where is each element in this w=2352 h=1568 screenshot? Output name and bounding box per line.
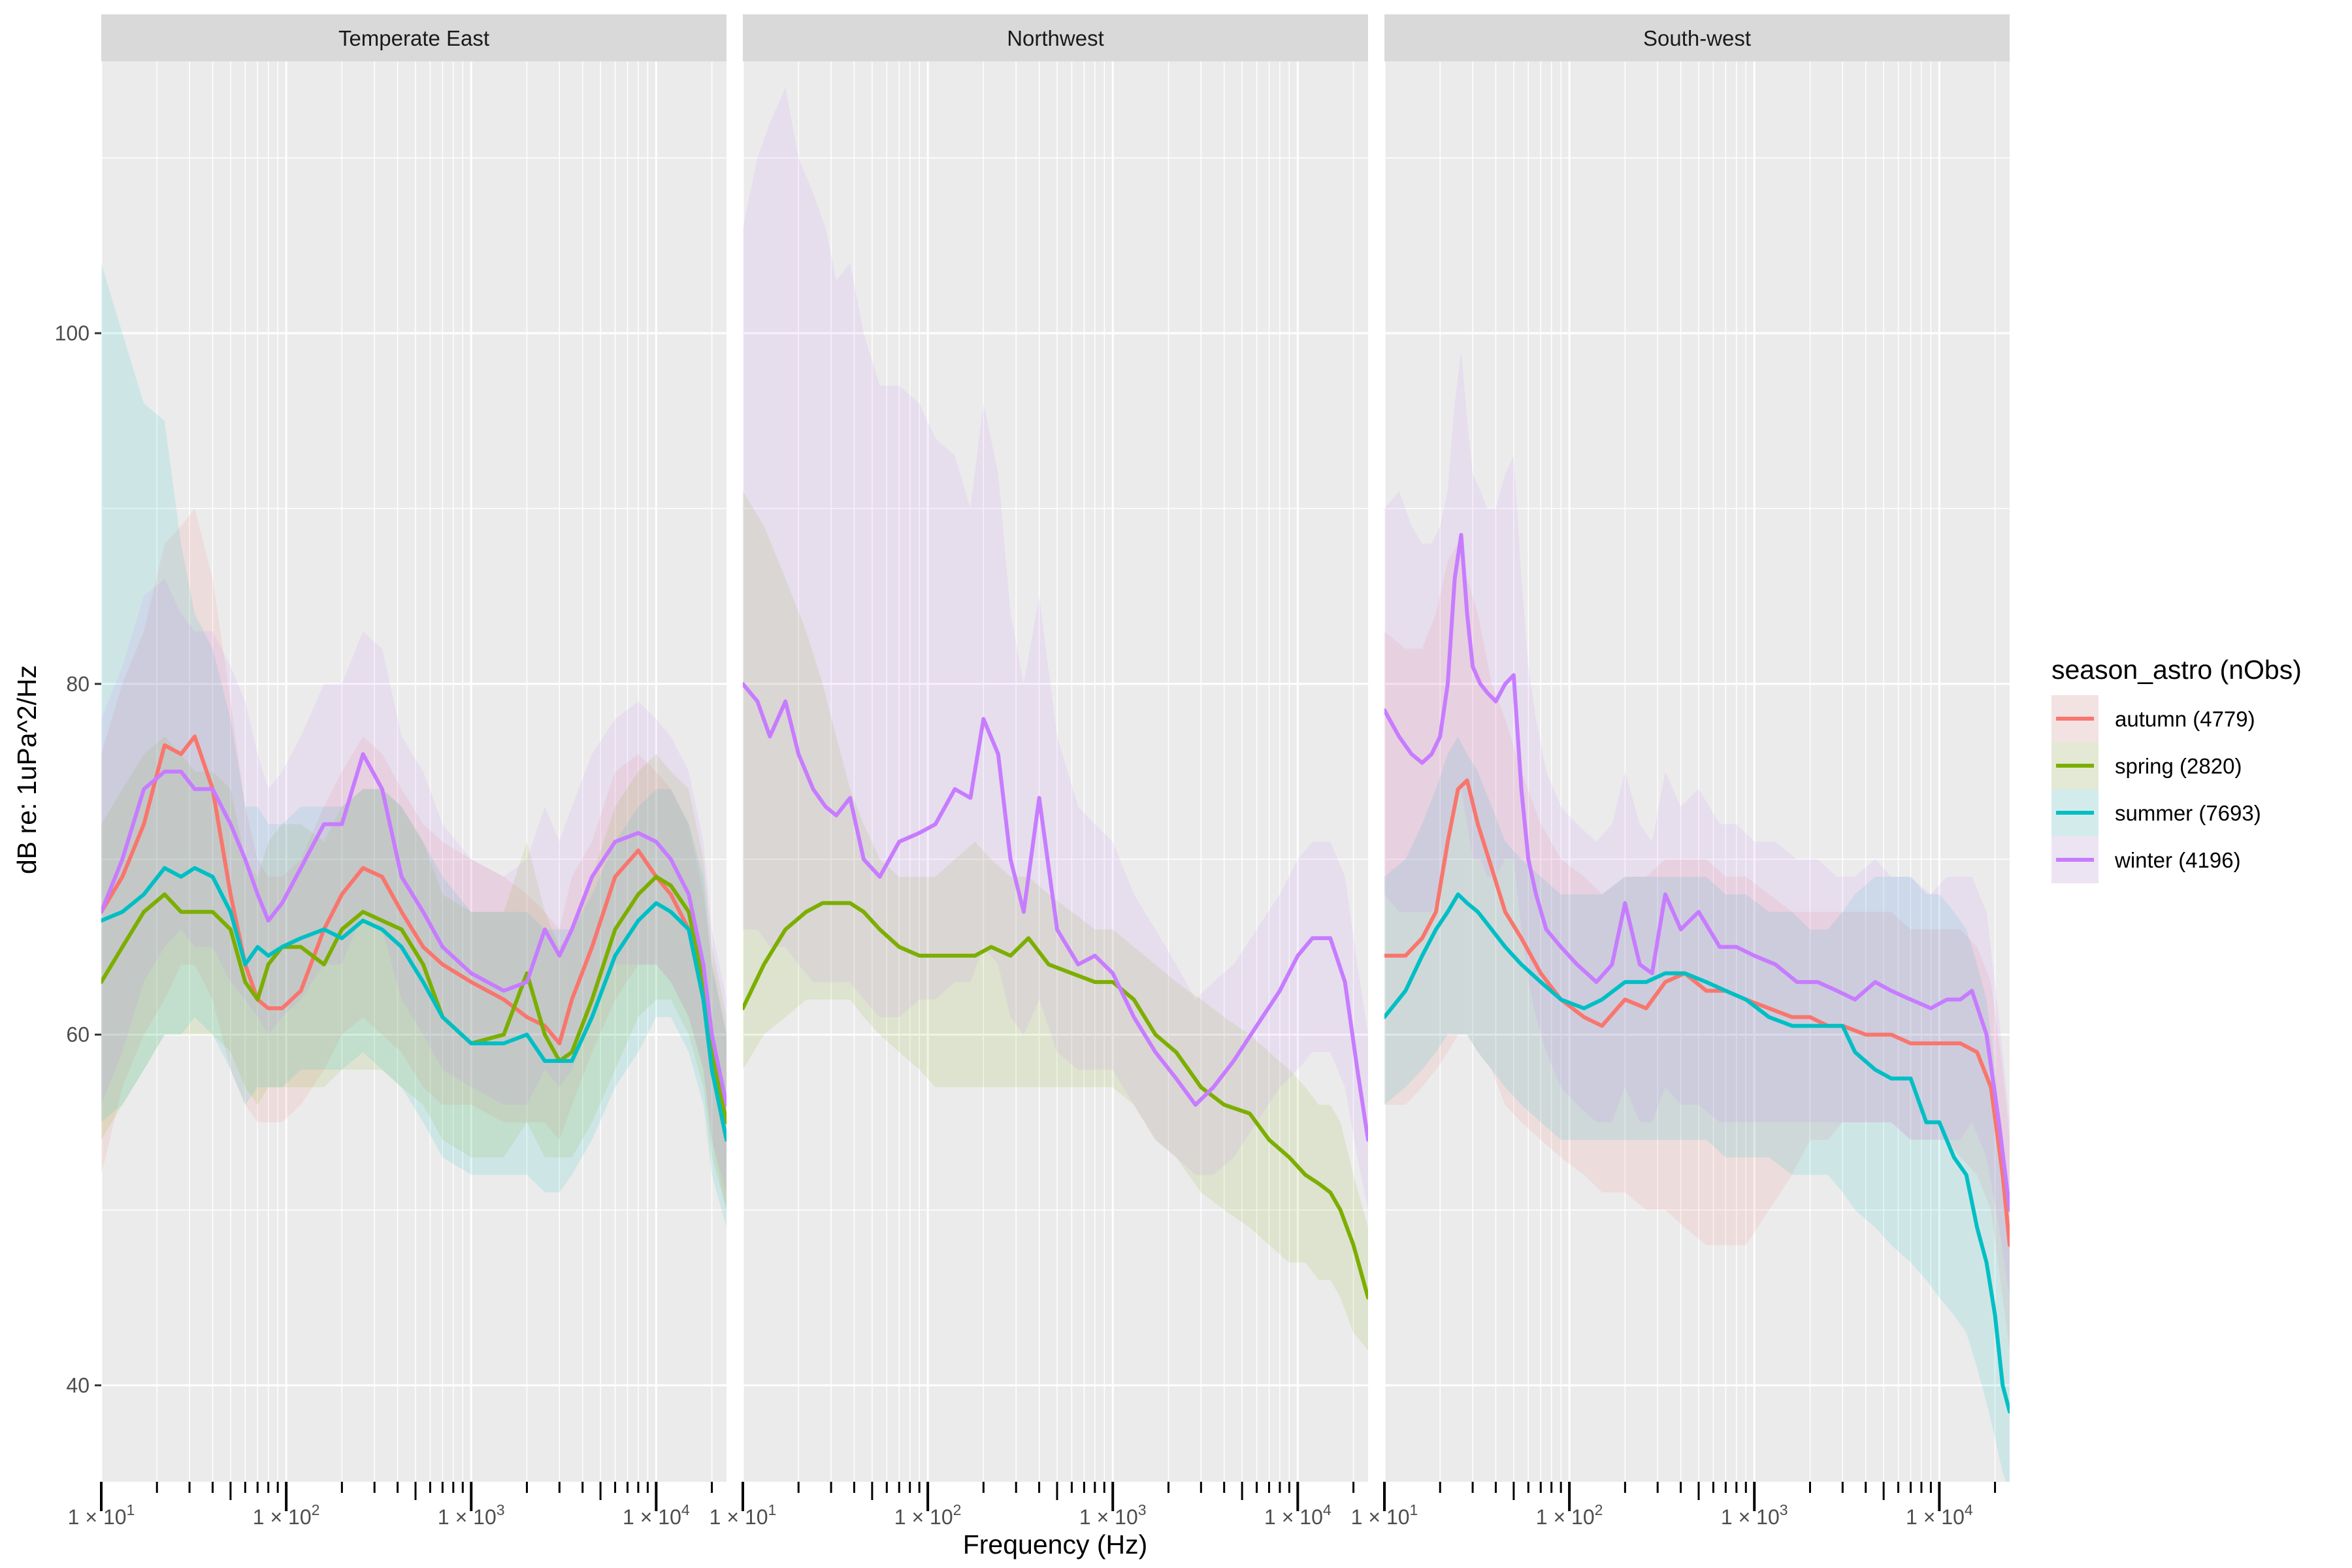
- line-winter: [743, 681, 1368, 1142]
- ribbon-summer: [101, 263, 727, 1228]
- series-group: [1384, 350, 2010, 1482]
- series-group: [101, 263, 727, 1228]
- facet-strip: [1384, 14, 2010, 61]
- ribbon-autumn: [1384, 544, 2010, 1350]
- legend-item-winter: winter (4196): [2051, 836, 2241, 883]
- line-summer: [1384, 892, 2010, 1414]
- legend-label: autumn (4779): [2115, 707, 2255, 731]
- line-autumn: [101, 734, 727, 1142]
- facet-panel: South-west 1 × 101 1 × 102 1 × 103 1 × 104: [1351, 14, 2010, 1529]
- x-tick-label: 1 × 102: [253, 1501, 320, 1529]
- facet-strip-label: Northwest: [1007, 26, 1104, 50]
- y-axis: 40 60 80 100: [55, 321, 101, 1397]
- facet-strip: [743, 14, 1368, 61]
- x-axis-title: Frequency (Hz): [963, 1529, 1148, 1560]
- x-tick-label: 1 × 103: [438, 1501, 505, 1529]
- x-tick-label: 1 × 104: [1264, 1501, 1331, 1529]
- y-tick-label: 100: [55, 321, 90, 345]
- gridlines: [100, 61, 727, 1482]
- y-tick-label: 60: [66, 1023, 90, 1047]
- series-group: [743, 88, 1368, 1350]
- line-winter: [1384, 532, 2010, 1212]
- ribbon-winter: [1384, 350, 2010, 1298]
- x-axis: 1 × 101 1 × 102 1 × 103 1 × 104: [1351, 1482, 1997, 1529]
- x-tick-label: 1 × 104: [1906, 1501, 1973, 1529]
- panel-background: [743, 61, 1368, 1482]
- legend-label: winter (4196): [2114, 848, 2241, 872]
- line-spring: [743, 901, 1368, 1300]
- legend-item-autumn: autumn (4779): [2051, 695, 2255, 742]
- legend-label: spring (2820): [2115, 754, 2242, 778]
- x-tick-label: 1 × 102: [894, 1501, 962, 1529]
- legend: season_astro (nObs) autumn (4779) spring …: [2051, 655, 2302, 883]
- x-tick-label: 1 × 101: [68, 1501, 135, 1529]
- panel-background: [1384, 61, 2010, 1482]
- x-axis: 1 × 101 1 × 102 1 × 103 1 × 104: [68, 1482, 713, 1529]
- ribbon-winter: [743, 88, 1368, 1210]
- x-tick-label: 1 × 104: [623, 1501, 690, 1529]
- x-tick-label: 1 × 101: [710, 1501, 777, 1529]
- y-axis-title: dB re: 1uPa^2/Hz: [12, 665, 42, 874]
- x-tick-label: 1 × 103: [1721, 1501, 1788, 1529]
- y-tick-label: 80: [66, 672, 90, 696]
- line-spring: [101, 875, 727, 1124]
- x-tick-label: 1 × 101: [1351, 1501, 1418, 1529]
- legend-title: season_astro (nObs): [2051, 655, 2302, 685]
- ribbon-spring: [101, 736, 727, 1210]
- x-tick-label: 1 × 102: [1536, 1501, 1603, 1529]
- legend-item-spring: spring (2820): [2051, 742, 2242, 789]
- facet-panel: Northwest 1 × 101 1 × 102 1 × 103 1 × 104: [710, 14, 1368, 1529]
- x-tick-label: 1 × 103: [1079, 1501, 1147, 1529]
- facet-strip-label: South-west: [1643, 26, 1751, 50]
- legend-item-summer: summer (7693): [2051, 789, 2261, 836]
- y-tick-label: 40: [66, 1373, 90, 1397]
- ribbon-autumn: [101, 508, 727, 1210]
- gridlines: [742, 61, 1368, 1482]
- ribbon-summer: [1384, 736, 2010, 1482]
- facet-strip: [101, 14, 727, 61]
- x-axis: 1 × 101 1 × 102 1 × 103 1 × 104: [710, 1482, 1355, 1529]
- ribbon-winter: [101, 578, 727, 1193]
- legend-label: summer (7693): [2115, 801, 2261, 825]
- facet-strip-label: Temperate East: [338, 26, 489, 50]
- line-summer: [101, 866, 727, 1142]
- legend-items: autumn (4779) spring (2820) summer (7693) w…: [2051, 695, 2261, 883]
- line-winter: [101, 752, 727, 1107]
